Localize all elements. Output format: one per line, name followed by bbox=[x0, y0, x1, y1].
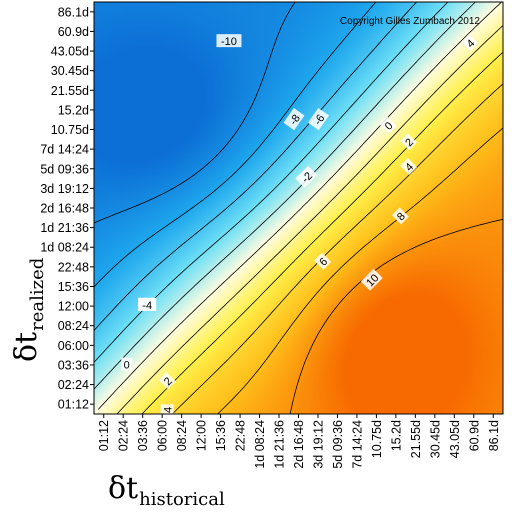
y-tick-label: 86.1d bbox=[58, 5, 89, 19]
contour-label-bg bbox=[400, 157, 418, 175]
contour-label-text: -10 bbox=[221, 36, 237, 48]
y-axis-label-subscript: realized bbox=[27, 258, 48, 331]
y-tick-label: 02:24 bbox=[58, 378, 89, 392]
x-axis-label-symbol: δt bbox=[108, 471, 138, 506]
y-tick-label: 03:36 bbox=[58, 358, 89, 372]
contour-label-bg bbox=[283, 108, 305, 131]
x-tick-label: 03:36 bbox=[136, 420, 150, 451]
y-axis-label: δtrealized bbox=[9, 258, 48, 362]
x-tick-label: 60.9d bbox=[467, 420, 481, 451]
y-axis-ticks: 01:12 02:24 03:36 06:00 08:24 12:00 15:36 22:48… bbox=[40, 5, 94, 412]
y-tick-label: 01:12 bbox=[58, 398, 89, 412]
y-tick-label: 08:24 bbox=[58, 319, 89, 333]
x-tick-label: 06:00 bbox=[156, 420, 170, 451]
contour-line bbox=[94, 2, 296, 224]
y-tick-label: 1d 08:24 bbox=[40, 241, 89, 255]
y-tick-label: 60.9d bbox=[58, 25, 89, 39]
contour-label-bg bbox=[391, 207, 409, 225]
x-tick-label: 30.45d bbox=[428, 420, 442, 458]
contour-label: 4 bbox=[400, 157, 418, 175]
x-tick-label: 02:24 bbox=[117, 420, 131, 451]
contour-label-bg bbox=[461, 34, 479, 52]
y-tick-label: 06:00 bbox=[58, 339, 89, 353]
contour-label: 0 bbox=[121, 357, 133, 372]
y-tick-label: 12:00 bbox=[58, 300, 89, 314]
contour-label: 0 bbox=[379, 116, 397, 134]
contour-label: 2 bbox=[400, 133, 418, 151]
contour-label-text: -4 bbox=[142, 300, 152, 312]
contour-label: 8 bbox=[391, 207, 409, 225]
x-tick-label: 43.05d bbox=[448, 420, 462, 458]
x-tick-label: 3d 19:12 bbox=[311, 420, 325, 469]
contour-label: -10 bbox=[216, 34, 242, 48]
contour-line bbox=[141, 51, 503, 414]
contour-label: -6 bbox=[308, 108, 330, 131]
x-axis-label-subscript: historical bbox=[139, 489, 225, 510]
contour-label-bg bbox=[158, 372, 176, 390]
x-tick-label: 15.2d bbox=[389, 420, 403, 451]
contour-label-bg bbox=[314, 252, 332, 270]
contour-label: -4 bbox=[138, 297, 157, 312]
y-tick-label: 3d 19:12 bbox=[40, 182, 89, 196]
x-tick-label: 1d 21:36 bbox=[273, 420, 287, 469]
contour-label-bg bbox=[138, 297, 157, 311]
y-tick-label: 22:48 bbox=[58, 260, 89, 274]
x-tick-label: 7d 14:24 bbox=[350, 420, 364, 469]
y-tick-label: 30.45d bbox=[51, 64, 89, 78]
x-tick-label: 10.75d bbox=[370, 420, 384, 458]
contour-label-bg bbox=[308, 108, 330, 131]
y-tick-label: 1d 21:36 bbox=[40, 221, 89, 235]
contour-label-bg bbox=[216, 34, 242, 48]
contour-label-text: 0 bbox=[124, 360, 130, 372]
copyright-text: Copyright Gilles Zumbach 2012 bbox=[340, 16, 481, 27]
contour-label: 6 bbox=[314, 252, 332, 270]
x-tick-label: 01:12 bbox=[97, 420, 111, 451]
contour-label-bg bbox=[360, 268, 383, 291]
x-axis-ticks: 01:12 02:24 03:36 06:00 08:24 12:00 15:36 22:48… bbox=[97, 414, 501, 469]
contour-label: 4 bbox=[461, 34, 479, 52]
x-tick-label: 21.55d bbox=[409, 420, 423, 458]
y-tick-label: 7d 14:24 bbox=[40, 143, 89, 157]
contour-label: 2 bbox=[158, 372, 176, 390]
x-tick-label: 1d 08:24 bbox=[253, 420, 267, 469]
y-tick-label: 10.75d bbox=[51, 123, 89, 137]
y-tick-label: 21.55d bbox=[51, 84, 89, 98]
x-tick-label: 86.1d bbox=[487, 420, 501, 451]
contour-label-text: 4 bbox=[163, 407, 175, 413]
heatmap-surface bbox=[94, 2, 503, 414]
contour-line bbox=[97, 2, 502, 410]
contour-label-bg bbox=[379, 116, 397, 134]
y-tick-label: 43.05d bbox=[51, 45, 89, 59]
x-axis-label: δthistorical bbox=[108, 471, 225, 510]
y-tick-label: 15:36 bbox=[58, 280, 89, 294]
x-tick-label: 2d 16:48 bbox=[292, 420, 306, 469]
x-tick-label: 22:48 bbox=[234, 420, 248, 451]
contour-label-bg bbox=[160, 404, 174, 416]
y-tick-label: 5d 09:36 bbox=[40, 162, 89, 176]
x-tick-label: 15:36 bbox=[214, 420, 228, 451]
contour-label: -8 bbox=[283, 108, 305, 131]
x-tick-label: 5d 09:36 bbox=[331, 420, 345, 469]
contour-label-bg bbox=[295, 165, 318, 188]
contour-label-bg bbox=[121, 357, 133, 371]
contour-label: -2 bbox=[295, 165, 318, 188]
y-axis-label-symbol: δt bbox=[9, 332, 44, 362]
contour-label: 4 bbox=[160, 404, 175, 416]
y-tick-label: 15.2d bbox=[58, 103, 89, 117]
contour-line bbox=[116, 25, 503, 414]
y-tick-label: 2d 16:48 bbox=[40, 202, 89, 216]
x-tick-label: 08:24 bbox=[175, 420, 189, 451]
x-tick-label: 12:00 bbox=[195, 420, 209, 451]
contour-label-bg bbox=[400, 133, 418, 151]
contour-line bbox=[94, 2, 449, 363]
